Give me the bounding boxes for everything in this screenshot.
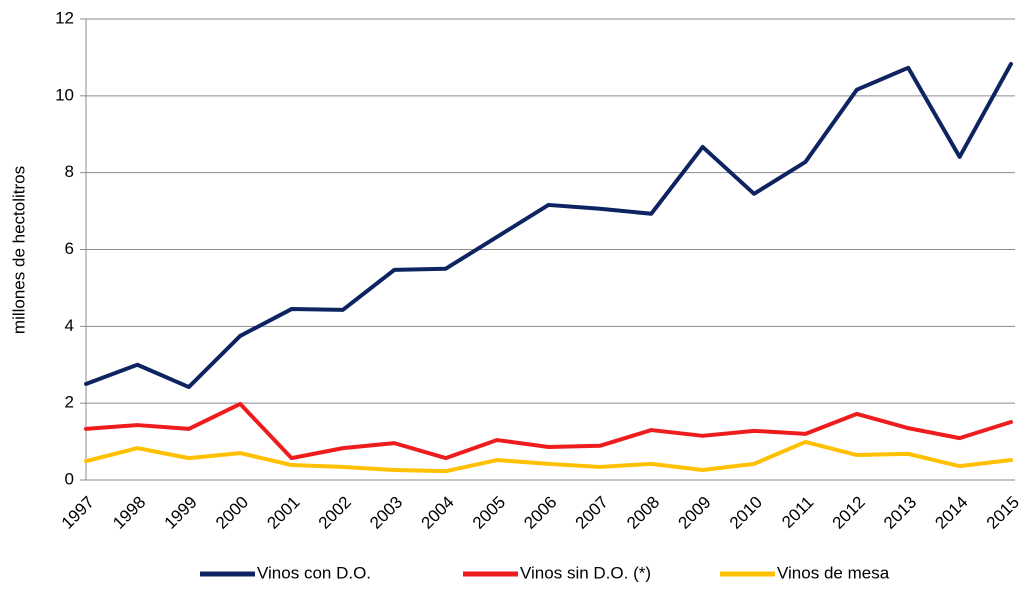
x-tick-label: 2009 bbox=[674, 493, 714, 533]
y-tick-label: 8 bbox=[65, 162, 74, 181]
y-tick-label: 6 bbox=[65, 239, 74, 258]
x-tick-label: 2002 bbox=[315, 493, 355, 533]
data-line bbox=[84, 401, 1013, 461]
y-tick-label: 0 bbox=[65, 469, 74, 488]
data-line bbox=[84, 439, 1013, 474]
x-tick-label: 2007 bbox=[572, 493, 612, 533]
x-tick-label: 2011 bbox=[778, 493, 817, 532]
x-tick-label: 2001 bbox=[263, 493, 303, 533]
x-tick-label: 2006 bbox=[520, 493, 560, 533]
data-line bbox=[84, 61, 1013, 390]
x-tick-label: 2013 bbox=[880, 493, 920, 533]
x-tick-label: 2008 bbox=[623, 493, 663, 533]
x-tick-label: 2003 bbox=[366, 493, 406, 533]
x-tick-label: 1998 bbox=[109, 493, 149, 533]
x-tick-label: 2005 bbox=[469, 493, 509, 533]
legend-label: Vinos de mesa bbox=[777, 563, 890, 582]
y-tick-label: 10 bbox=[55, 85, 74, 104]
x-tick-label: 2012 bbox=[829, 493, 869, 533]
y-tick-label: 12 bbox=[55, 8, 74, 27]
y-tick-label: 4 bbox=[65, 316, 74, 335]
x-tick-label: 2004 bbox=[418, 493, 458, 533]
y-axis-label: millones de hectolitros bbox=[9, 166, 28, 334]
x-tick-label: 1997 bbox=[58, 493, 98, 533]
x-tick-label: 2000 bbox=[212, 493, 252, 533]
x-tick-label: 1999 bbox=[161, 493, 201, 533]
legend-label: Vinos con D.O. bbox=[257, 563, 371, 582]
x-tick-label: 2014 bbox=[931, 493, 971, 533]
legend-label: Vinos sin D.O. (*) bbox=[520, 563, 651, 582]
x-tick-label: 2015 bbox=[983, 493, 1023, 533]
x-tick-label: 2010 bbox=[726, 493, 766, 533]
y-tick-label: 2 bbox=[65, 393, 74, 412]
